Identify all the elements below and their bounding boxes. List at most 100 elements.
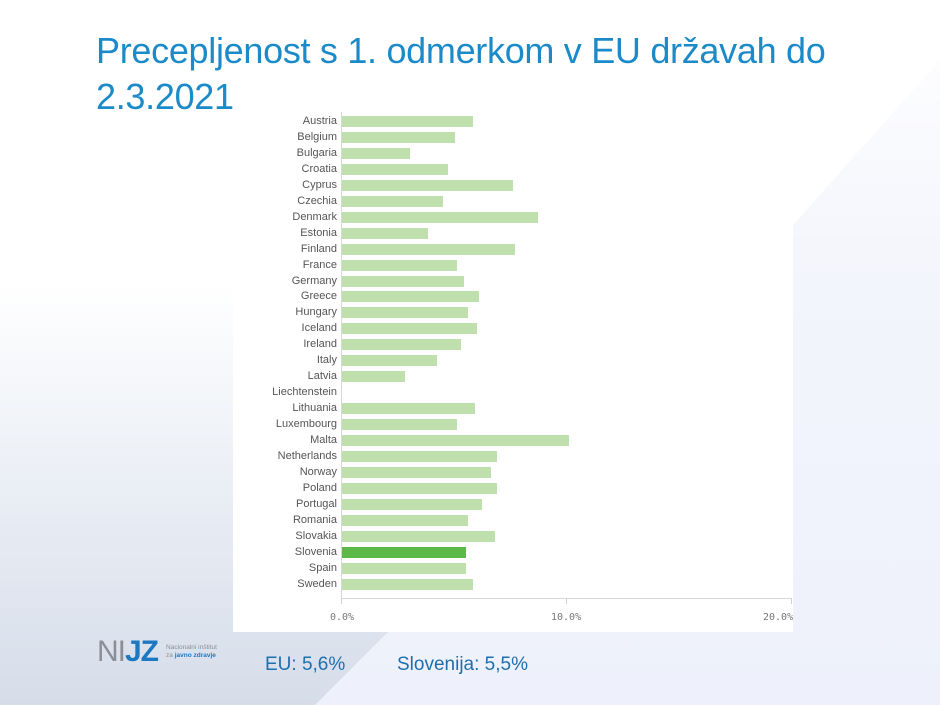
bar <box>342 307 468 319</box>
bar-category-label: Croatia <box>301 162 337 175</box>
bar-category-label: Liechtenstein <box>272 386 337 399</box>
bar-row: Germany <box>233 273 793 289</box>
bar <box>342 339 462 351</box>
bar-category-label: Denmark <box>292 210 337 223</box>
vaccination-bar-chart: 0.0% 10.0% 20.0% Austria Belgium Bulgaria C… <box>233 108 793 632</box>
bar-category-label: Iceland <box>301 322 337 335</box>
bar-row: Luxembourg <box>233 416 793 432</box>
bar <box>342 275 464 287</box>
bar-category-label: Sweden <box>297 577 337 590</box>
bar <box>342 227 428 239</box>
bar <box>342 450 498 462</box>
bar <box>342 211 538 223</box>
bar-row: Finland <box>233 241 793 257</box>
bar-row: Norway <box>233 464 793 480</box>
bar-row: France <box>233 257 793 273</box>
bar-row: Lithuania <box>233 400 793 416</box>
bar <box>342 259 457 271</box>
bar <box>342 243 516 255</box>
bar-row: Liechtenstein <box>233 384 793 400</box>
bar-category-label: Slovenia <box>294 545 337 558</box>
bar <box>342 163 448 175</box>
x-tick-label: 0.0% <box>330 612 355 623</box>
logo-text: Nacionalni inštitut za javno zdravje <box>166 644 217 660</box>
bar-row: Estonia <box>233 225 793 241</box>
bar-category-label: Poland <box>302 481 337 494</box>
bar-row: Austria <box>233 113 793 129</box>
y-axis-line <box>341 112 342 598</box>
logo-mark-jz: JZ <box>125 635 159 668</box>
bar-row: Portugal <box>233 496 793 512</box>
slide-title: Precepljenost s 1. odmerkom v EU državah… <box>96 30 826 117</box>
nijz-logo: NI JZ Nacionalni inštitut za javno zdravj… <box>97 634 217 670</box>
bar <box>342 403 475 415</box>
bar-category-label: Austria <box>302 115 337 127</box>
bar-row: Latvia <box>233 368 793 384</box>
bar-row: Cyprus <box>233 177 793 193</box>
bar-category-label: France <box>302 258 337 271</box>
bar-row: Belgium <box>233 129 793 145</box>
bar-category-label: Norway <box>299 465 337 478</box>
bar <box>342 514 468 526</box>
bar-row: Czechia <box>233 193 793 209</box>
bar <box>342 562 466 574</box>
bar-row: Poland <box>233 480 793 496</box>
bar-category-label: Luxembourg <box>275 418 337 431</box>
x-tick-0 <box>341 598 342 604</box>
x-tick-10 <box>566 598 567 604</box>
bar-row: Slovakia <box>233 528 793 544</box>
bar <box>342 530 495 542</box>
bar-category-label: Bulgaria <box>296 146 337 159</box>
bar-row: Denmark <box>233 209 793 225</box>
bar-row: Romania <box>233 512 793 528</box>
x-tick-label: 10.0% <box>551 612 582 623</box>
bar-row: Iceland <box>233 320 793 336</box>
bar-category-label: Ireland <box>303 338 337 351</box>
bar-row: Italy <box>233 352 793 368</box>
bar-category-label: Portugal <box>296 497 337 510</box>
bar-row: Greece <box>233 288 793 304</box>
bar-category-label: Netherlands <box>277 449 337 462</box>
bar-row: Bulgaria <box>233 145 793 161</box>
bar-category-label: Estonia <box>300 226 337 239</box>
bar-row: Sweden <box>233 576 793 592</box>
bar-category-label: Belgium <box>297 130 337 143</box>
logo-mark-ni: NI <box>97 635 126 668</box>
slovenia-value-label: Slovenija: 5,5% <box>397 654 528 675</box>
bar-category-label: Romania <box>292 513 337 526</box>
bar-row: Netherlands <box>233 448 793 464</box>
x-tick-20 <box>791 598 792 604</box>
eu-average-label: EU: 5,6% <box>265 654 346 675</box>
bar-category-label: Spain <box>308 561 337 574</box>
bar <box>342 195 444 207</box>
x-tick-label: 20.0% <box>763 612 794 623</box>
bar <box>342 291 480 303</box>
bar-category-label: Latvia <box>307 370 337 383</box>
bar <box>342 578 473 590</box>
bar-category-label: Lithuania <box>292 402 337 415</box>
bar-row: Slovenia <box>233 544 793 560</box>
bar-row: Spain <box>233 560 793 576</box>
bar-category-label: Germany <box>291 274 337 287</box>
bar-category-label: Cyprus <box>302 178 337 191</box>
bar <box>342 323 477 335</box>
bar-category-label: Greece <box>300 290 337 303</box>
bar <box>342 131 455 143</box>
bar <box>342 466 491 478</box>
bar <box>342 419 457 431</box>
logo-line-1: Nacionalni inštitut <box>166 644 217 651</box>
bar-category-label: Malta <box>310 434 337 446</box>
bar <box>342 355 437 367</box>
bar-row: Hungary <box>233 304 793 320</box>
bar-row: Malta <box>233 432 793 448</box>
bar <box>342 435 570 446</box>
bar <box>342 371 405 383</box>
bar-category-label: Czechia <box>297 194 337 207</box>
bar-category-label: Finland <box>300 242 337 255</box>
bar <box>342 116 473 127</box>
bar-category-label: Slovakia <box>295 529 337 542</box>
bar <box>342 498 482 510</box>
bar-row: Ireland <box>233 336 793 352</box>
logo-line-2-bold: javno zdravje <box>174 652 216 659</box>
bar-category-label: Hungary <box>295 306 337 319</box>
